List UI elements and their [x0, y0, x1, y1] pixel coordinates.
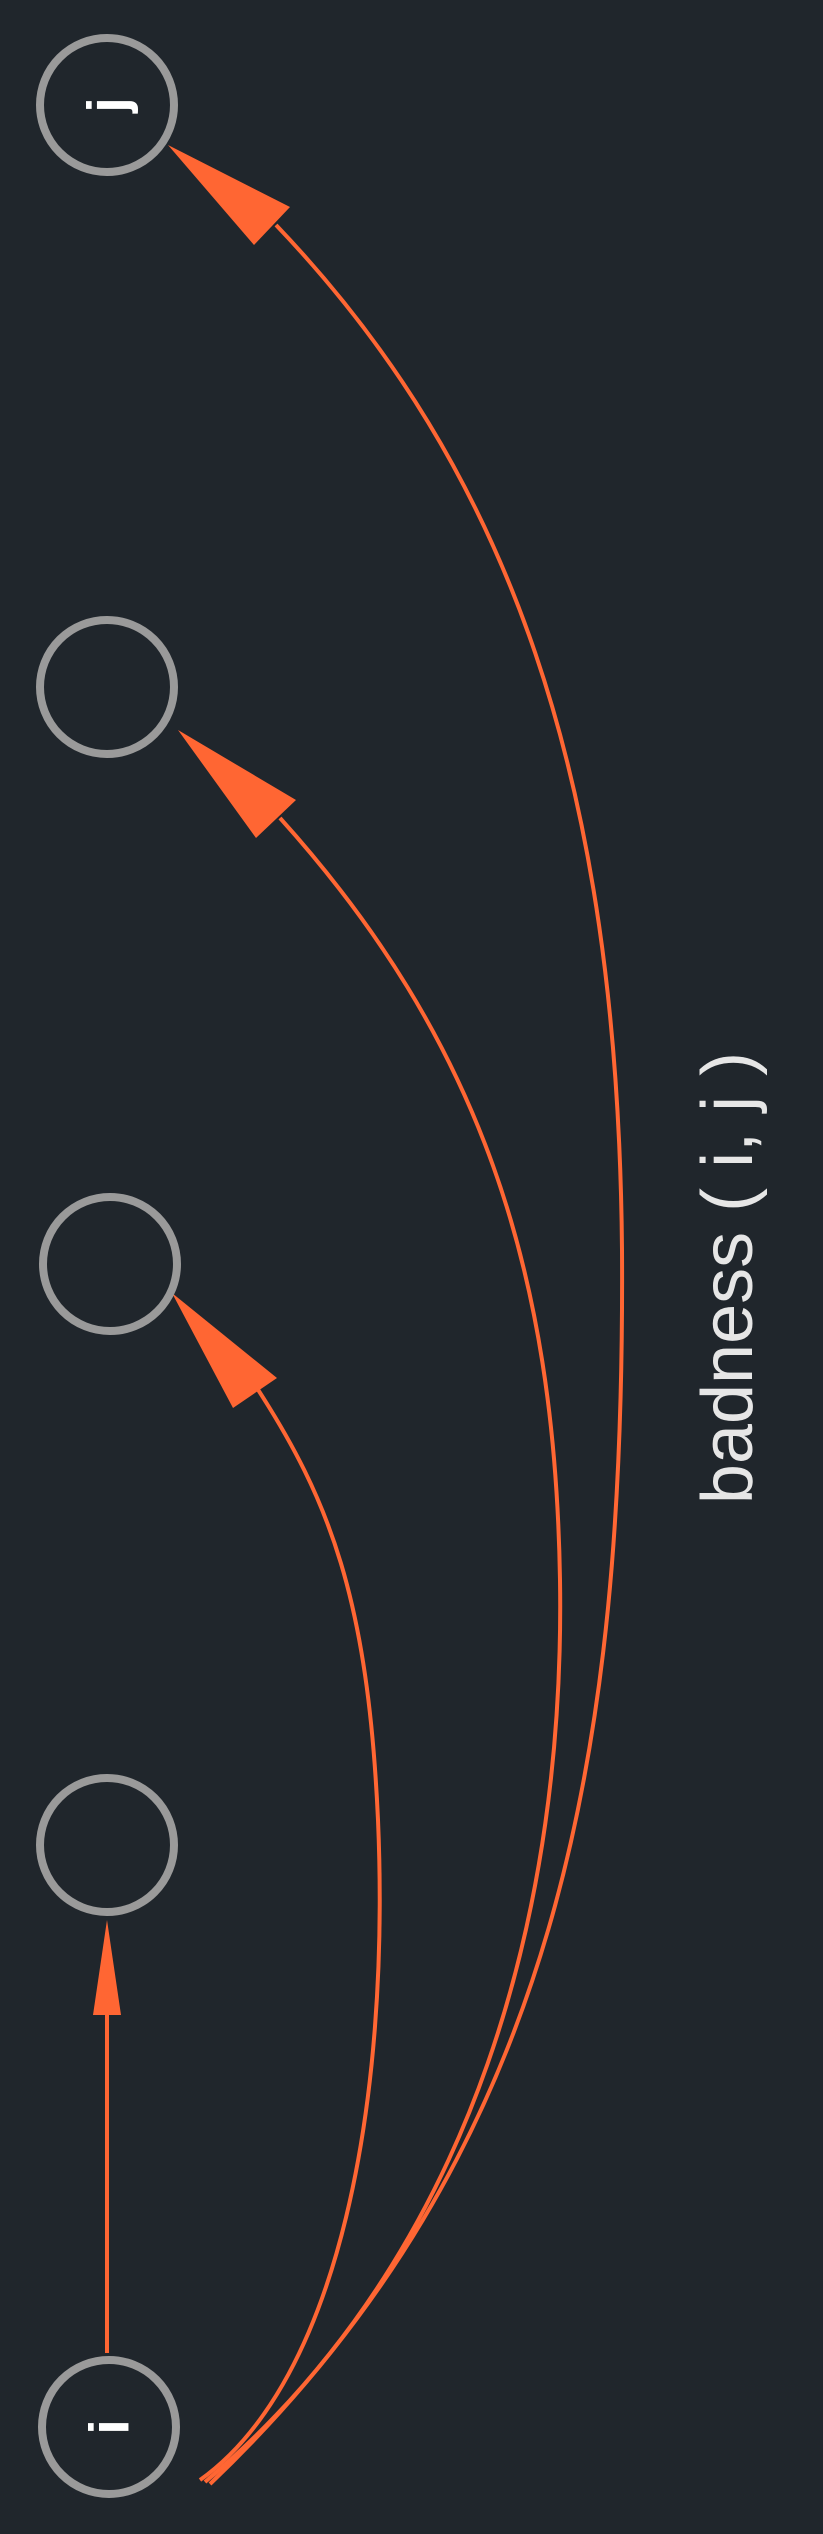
node-j-circle: [36, 34, 178, 176]
nodes: j i: [36, 34, 181, 2498]
edge-i-to-n3: [203, 816, 563, 2484]
node-n3: [36, 616, 178, 758]
node-j-label: j: [76, 97, 139, 114]
node-n1: [36, 1774, 178, 1916]
node-n2-circle: [39, 1193, 181, 1335]
node-i-label: i: [78, 2419, 141, 2435]
edge-i-to-n2: [198, 1383, 382, 2482]
edge-i-to-j-arrowhead: [168, 145, 290, 245]
edge-i-to-j: [208, 223, 625, 2486]
edge-i-to-n1-arrowhead: [93, 1920, 121, 2015]
node-i: i: [38, 2356, 180, 2498]
edge-i-to-n3-arrowhead: [178, 730, 296, 838]
edges: [93, 145, 625, 2486]
node-n3-circle: [36, 616, 178, 758]
node-j: j: [36, 34, 178, 176]
diagram-caption: badness ( i, j ): [688, 1052, 768, 1504]
edge-i-to-n2-arrowhead: [172, 1293, 277, 1408]
node-n1-circle: [36, 1774, 178, 1916]
node-n2: [39, 1193, 181, 1335]
node-i-circle: [38, 2356, 180, 2498]
